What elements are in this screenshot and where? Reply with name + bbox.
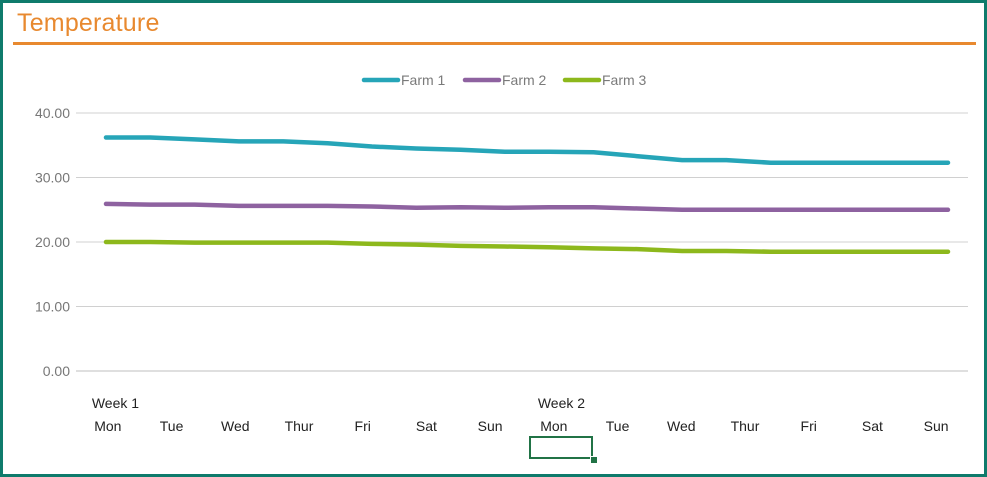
x-tick-label: Sat	[416, 418, 437, 434]
x-tick-label: Thur	[731, 418, 760, 434]
legend: Farm 1 Farm 2 Farm 3	[361, 72, 647, 88]
y-axis: 0.00 10.00 20.00 30.00 40.00	[35, 105, 70, 379]
x-tick-label: Wed	[221, 418, 250, 434]
y-tick-label: 40.00	[35, 105, 70, 121]
series-lines	[103, 135, 951, 254]
x-group-label: Week 2	[538, 395, 585, 411]
title-underline	[13, 42, 976, 45]
x-tick-label: Tue	[160, 418, 184, 434]
fill-handle[interactable]	[590, 456, 598, 464]
series-line-farm-3	[103, 239, 951, 254]
x-tick-label: Wed	[667, 418, 696, 434]
series-line-farm-1	[103, 135, 951, 165]
y-tick-label: 0.00	[43, 363, 70, 379]
x-tick-label: Mon	[540, 418, 567, 434]
x-tick-label: Sun	[924, 418, 949, 434]
chart-title: Temperature	[17, 9, 160, 37]
y-tick-label: 10.00	[35, 299, 70, 315]
legend-label: Farm 2	[502, 72, 547, 88]
x-tick-label: Sat	[862, 418, 883, 434]
x-tick-label: Mon	[94, 418, 121, 434]
y-tick-label: 30.00	[35, 170, 70, 186]
x-group-label: Week 1	[92, 395, 139, 411]
x-tick-label: Fri	[355, 418, 371, 434]
legend-label: Farm 1	[401, 72, 446, 88]
y-tick-label: 20.00	[35, 234, 70, 250]
x-tick-label: Thur	[285, 418, 314, 434]
x-tick-label: Fri	[801, 418, 817, 434]
legend-label: Farm 3	[602, 72, 647, 88]
x-tick-label: Sun	[478, 418, 503, 434]
x-axis: Mon Week 1 Tue Wed Thur Fri Sat Sun Mon Week 2 Tue…	[92, 395, 949, 434]
selected-cell[interactable]	[529, 436, 593, 459]
x-tick-label: Tue	[606, 418, 630, 434]
series-line-farm-2	[103, 201, 951, 213]
